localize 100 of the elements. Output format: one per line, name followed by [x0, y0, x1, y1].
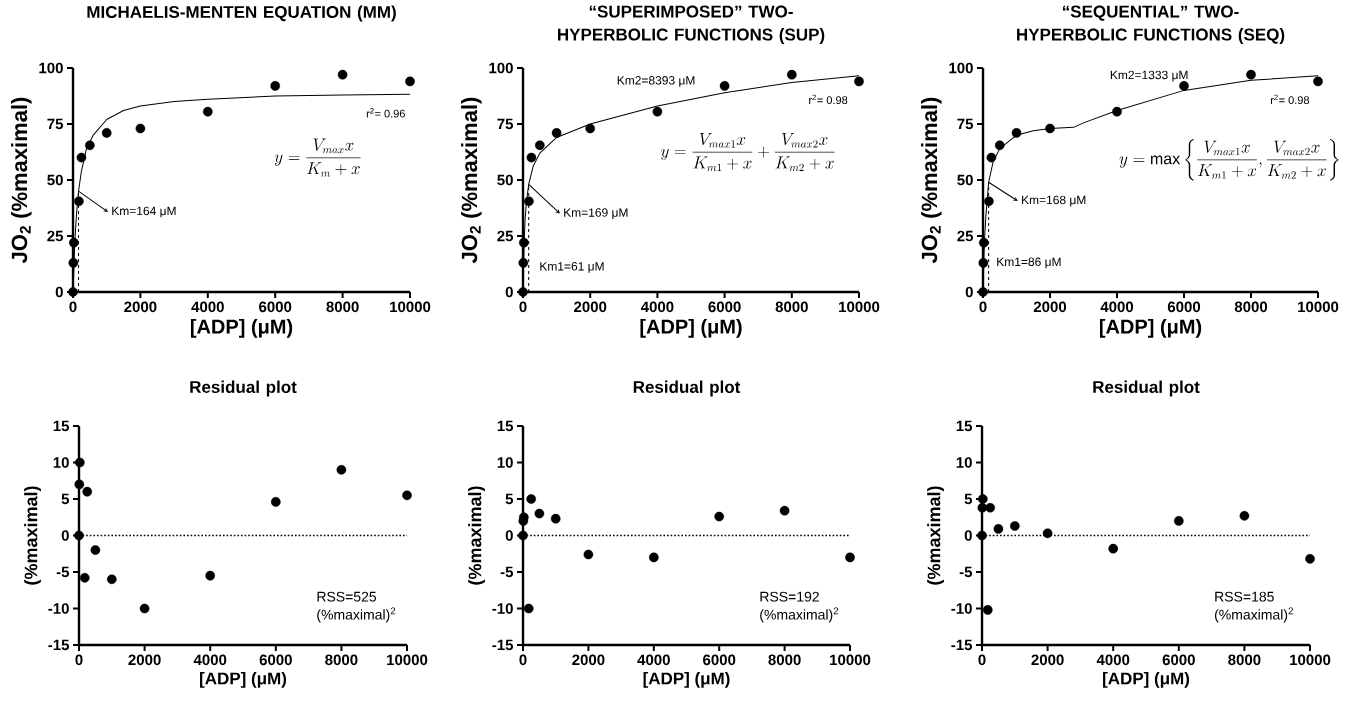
x-tick-label: 0: [75, 654, 83, 666]
x-tick-label: 2000: [1031, 654, 1064, 666]
x-axis-title: [ADP] (μM): [643, 672, 730, 688]
annotation: RSS=185 (%maximal)$^{2}$: [1214, 591, 1293, 623]
y-tick-label: 50: [957, 174, 973, 186]
x-tick-label: 2000: [574, 301, 607, 313]
y-axis-title: JO$_{2}$ (%maximal): [921, 97, 942, 264]
x-tick-label: 10000: [387, 654, 428, 666]
x-tick-label: 2000: [124, 301, 157, 313]
y-axis-title: JO$_{2}$ (%maximal): [11, 97, 32, 264]
x-tick-label: 0: [978, 654, 986, 666]
x-tick-label: 6000: [1162, 654, 1195, 666]
x-tick-label: 6000: [259, 654, 292, 666]
y-tick-label: 75: [497, 118, 514, 130]
y-tick-label: 10: [497, 457, 513, 468]
x-tick-label: 4000: [191, 301, 224, 313]
annotation: Km2=1333 μM: [1110, 70, 1188, 82]
annotation: r$^{2}$= 0.96: [366, 108, 405, 118]
y-tick-label: -10: [492, 603, 513, 614]
annotation: RSS=192 (%maximal)$^{2}$: [760, 591, 839, 623]
y-tick-label: 15: [497, 420, 514, 432]
x-tick-label: 4000: [1096, 654, 1130, 666]
y-tick-label: 0: [505, 530, 513, 541]
y-tick-label: -5: [500, 566, 514, 578]
x-tick-label: 4000: [637, 654, 670, 666]
x-tick-label: 10000: [1298, 301, 1339, 313]
x-axis-title: [ADP] (μM): [640, 319, 742, 338]
annotation: Km1=86 μM: [997, 257, 1061, 269]
x-tick-label: 10000: [390, 301, 431, 313]
y-tick-label: 75: [47, 118, 64, 130]
x-tick-label: 6000: [259, 301, 292, 313]
y-tick-label: 10: [53, 457, 69, 468]
y-axis-title: (%maximal): [24, 486, 41, 585]
annotation: Km2=8393 μM: [617, 76, 695, 87]
chart-title: Residual plot: [633, 380, 741, 397]
annotation: r$^{2}$= 0.98: [809, 94, 848, 105]
y-tick-label: 0: [61, 530, 69, 541]
y-tick-label: -10: [48, 603, 69, 614]
x-axis-title: [ADP] (μM): [1103, 672, 1190, 688]
annotation: Km1=61 μM: [540, 262, 604, 273]
annotation: RSS=525 (%maximal)$^{2}$: [317, 591, 396, 623]
y-tick-label: 5: [61, 493, 70, 505]
y-tick-label: 50: [497, 174, 513, 186]
x-axis-title: [ADP] (μM): [1099, 319, 1202, 338]
x-tick-label: 8000: [1228, 654, 1261, 666]
x-tick-label: 8000: [1234, 301, 1268, 313]
chart-title: Residual plot: [1093, 380, 1200, 397]
y-tick-label: -5: [959, 566, 973, 578]
y-tick-label: 50: [47, 174, 63, 186]
annotation: Km=164 μM: [112, 206, 176, 218]
x-tick-label: 4000: [193, 654, 227, 666]
x-tick-label: 0: [979, 301, 987, 313]
annotation: $y = \frac{V_{max}x}{K_m + x}$: [274, 138, 361, 177]
x-tick-label: 2000: [128, 654, 161, 666]
y-axis-title: (%maximal): [927, 486, 944, 585]
y-tick-label: 0: [55, 286, 63, 298]
annotation: $y = \frac{V_{max1}x}{K_{m1}+x}+\frac{V_{max2}x}{K_{m2}+x}$: [660, 133, 835, 172]
y-tick-label: 100: [949, 62, 973, 74]
x-tick-label: 6000: [703, 654, 736, 666]
x-tick-label: 6000: [1167, 301, 1201, 313]
y-tick-label: 15: [956, 420, 973, 432]
y-tick-label: 100: [39, 62, 63, 74]
chart-title: “SEQUENTIAL” TWO-HYPERBOLIC FUNCTIONS (SEQ): [1017, 5, 1285, 44]
y-tick-label: 25: [47, 230, 64, 242]
x-tick-label: 10000: [839, 301, 880, 313]
x-tick-label: 0: [519, 654, 527, 666]
y-axis-title: (%maximal): [468, 486, 485, 585]
x-tick-label: 8000: [775, 301, 808, 313]
y-tick-label: 75: [957, 118, 974, 130]
x-tick-label: 4000: [1100, 301, 1134, 313]
y-tick-label: 5: [964, 493, 973, 505]
y-tick-label: -15: [48, 639, 70, 651]
y-tick-label: -15: [492, 639, 514, 651]
x-tick-label: 8000: [326, 301, 359, 313]
x-tick-label: 10000: [830, 654, 871, 666]
x-tick-label: 10000: [1290, 654, 1331, 666]
y-tick-label: 0: [965, 286, 973, 298]
annotation: Km=169 μM: [564, 208, 628, 219]
x-tick-label: 2000: [572, 654, 605, 666]
annotation: $y = \max\left\{\frac{V_{max1}x}{K_{m1} + x},\frac{V_{max2}x}{K_{m2} + x}\right\}$: [1119, 139, 1339, 181]
chart-title: Residual plot: [190, 380, 297, 397]
chart-title: MICHAELIS-MENTEN EQUATION (MM): [87, 5, 396, 22]
y-tick-label: 0: [964, 530, 972, 541]
x-tick-label: 4000: [640, 301, 674, 313]
x-tick-label: 2000: [1033, 301, 1067, 313]
y-tick-label: 10: [956, 457, 972, 468]
y-tick-label: 0: [505, 286, 513, 298]
y-tick-label: 15: [53, 420, 70, 432]
y-tick-label: 25: [497, 230, 514, 242]
x-tick-label: 0: [519, 301, 527, 313]
y-tick-label: 25: [957, 230, 974, 242]
x-tick-label: 8000: [768, 654, 801, 666]
y-tick-label: 5: [505, 493, 514, 505]
x-axis-title: [ADP] (μM): [200, 672, 287, 688]
annotation: Km=168 μM: [1022, 195, 1086, 207]
y-tick-label: 100: [489, 62, 513, 74]
x-tick-label: 8000: [325, 654, 358, 666]
chart-title: “SUPERIMPOSED” TWO-HYPERBOLIC FUNCTIONS (SUP): [558, 5, 825, 44]
y-tick-label: -10: [951, 603, 972, 614]
y-tick-label: -15: [951, 639, 973, 651]
